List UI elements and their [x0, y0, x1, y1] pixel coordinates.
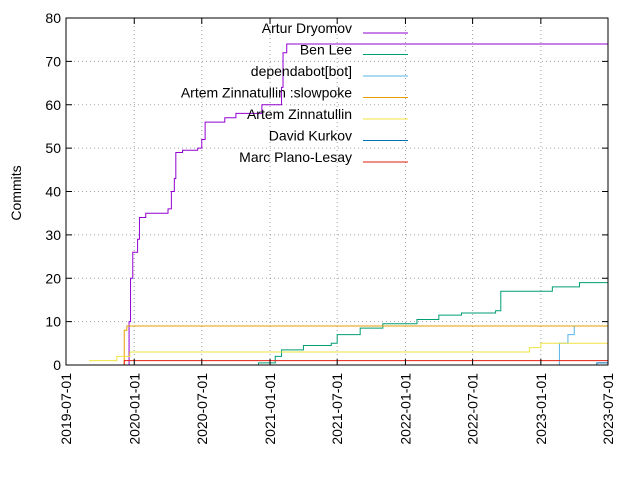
x-tick-label: 2019-07-01 [58, 373, 74, 445]
legend-label: Marc Plano-Lesay [239, 149, 352, 165]
x-tick-label: 2020-01-01 [126, 373, 142, 445]
x-tick-label: 2021-07-01 [329, 373, 345, 445]
y-tick-label: 30 [45, 227, 61, 243]
y-axis-ticks: 0 10 20 30 40 50 60 70 80 [45, 10, 608, 373]
x-tick-label: 2023-01-01 [533, 373, 549, 445]
y-axis-label: Commits [8, 165, 24, 220]
y-tick-label: 80 [45, 10, 61, 26]
legend-label: David Kurkov [269, 128, 352, 144]
y-tick-label: 20 [45, 270, 61, 286]
legend-label: Ben Lee [300, 42, 352, 58]
x-tick-label: 2020-07-01 [194, 373, 210, 445]
y-tick-label: 50 [45, 140, 61, 156]
x-tick-label: 2021-01-01 [262, 373, 278, 445]
legend-label: Artem Zinnatullin :slowpoke [181, 85, 352, 101]
y-tick-label: 40 [45, 184, 61, 200]
series-line-4 [89, 342, 608, 362]
x-tick-label: 2022-07-01 [465, 373, 481, 445]
y-tick-label: 0 [53, 357, 61, 373]
legend-label: Artur Dryomov [262, 20, 352, 36]
x-axis-ticks: 2019-07-01 2020-01-01 2020-07-01 2021-01-01… [58, 18, 616, 445]
series-line-3 [122, 325, 608, 366]
y-tick-label: 10 [45, 314, 61, 330]
x-tick-label: 2023-07-01 [600, 373, 616, 445]
series-line-6 [122, 356, 609, 366]
y-tick-label: 70 [45, 53, 61, 69]
series-line-5 [585, 360, 609, 366]
legend-label: Artem Zinnatullin [247, 106, 352, 122]
legend: Artur Dryomov Ben Lee dependabot[bot] Artem… [181, 20, 408, 165]
legend-label: dependabot[bot] [251, 63, 352, 79]
series-line-2 [555, 325, 575, 366]
series-line-0 [127, 43, 608, 366]
series-line-1 [235, 282, 608, 366]
x-tick-label: 2022-01-01 [397, 373, 413, 445]
y-tick-label: 60 [45, 97, 61, 113]
